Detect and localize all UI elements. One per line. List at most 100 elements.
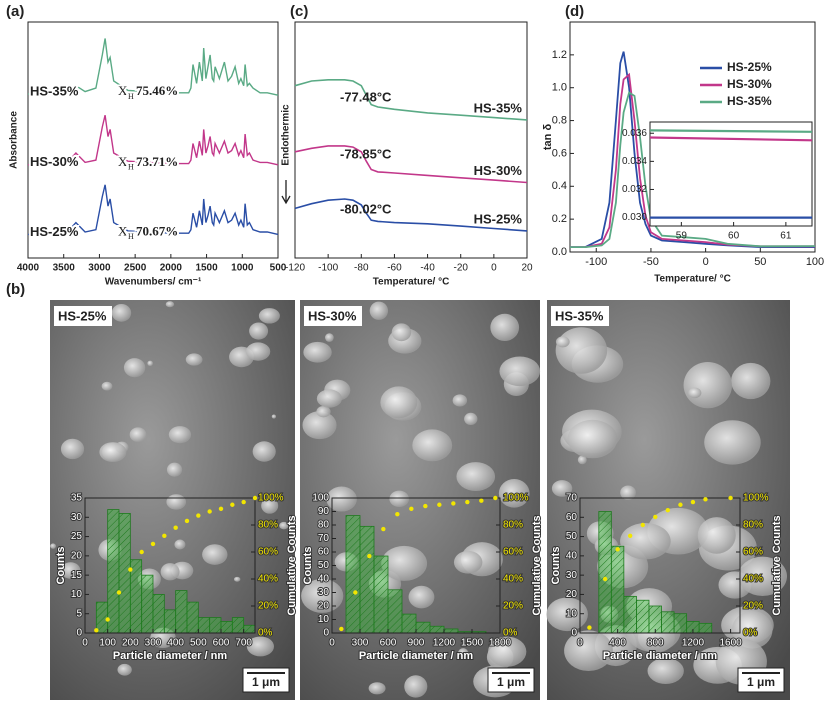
cumulative-point [665,507,671,513]
y-tick-label: 10 [71,589,83,600]
particle [60,562,81,579]
x-tick-label: 700 [235,638,252,649]
cumulative-point [653,514,658,520]
x-tick-label: 50 [754,256,766,268]
bar [209,617,222,634]
annotation: X [118,223,128,238]
bar [636,599,650,634]
cumulative-point [409,506,414,511]
particle [234,576,241,582]
y2-tick-label: 100% [743,493,769,504]
annotation: 70.67% [136,223,178,238]
y-tick-label: 70 [566,493,578,504]
particle [499,356,541,387]
particle [99,442,127,463]
x-tick-label: 61 [780,231,792,242]
particle [555,327,608,374]
x-tick-label: 0 [491,263,497,274]
cumulative-point [339,626,344,632]
bar [141,574,154,634]
bar [359,525,375,634]
particle [160,563,180,581]
x-tick-label: 0 [703,256,709,268]
y-tick-label: 0 [323,628,329,639]
particle [620,485,636,500]
x-tick-label: 3500 [53,263,76,274]
particle [577,455,587,465]
y-tick-label: 10 [318,614,330,625]
y-tick-label: 0.036 [622,128,647,139]
x-tick-label: -40 [420,263,435,274]
cumulative-point [587,625,592,630]
plot-frame [84,497,256,634]
annotation: -80.02°C [340,201,392,216]
bar [95,601,109,634]
cumulative-point [640,522,645,528]
y-tick-label: 1.0 [552,82,567,94]
x-tick-label: 400 [609,638,626,649]
particle [381,545,428,581]
x-tick-label: 900 [408,638,425,649]
x-tick-label: 0 [82,638,88,649]
x-tick-label: 1200 [433,638,456,649]
legend-label: HS-35% [727,94,772,108]
scale-bar-label: 1 μm [747,675,775,689]
y-axis-label: tan δ [542,124,554,151]
bar [163,609,177,634]
y-tick-label: 30 [71,512,83,523]
annotation: H [128,163,134,172]
endo-arrow [281,180,291,205]
cumulative-point [437,502,442,507]
series-line [294,145,528,184]
y2-tick-label: 80% [503,520,523,531]
y-tick-label: 25 [71,531,83,542]
cumulative-point [678,502,683,507]
y-tick-label: 15 [71,570,83,581]
cumulative-point [173,525,178,530]
cumulative-point [703,497,708,502]
series-line [649,136,813,142]
y2-tick-label: 20% [743,601,763,612]
y-tick-label: 0.8 [552,114,567,126]
bar [698,622,713,634]
particle [546,597,588,632]
cumulative-point [252,495,258,501]
y-axis-label: Counts [302,547,314,585]
particle [380,386,418,419]
x-axis-label: Wavenumbers/ cm⁻¹ [105,277,202,288]
bar [661,611,675,634]
x-tick-label: 59 [676,231,688,242]
cumulative-point [184,518,190,524]
particle [261,497,279,514]
x-tick-label: 200 [122,638,139,649]
particle [246,636,274,657]
particle [683,361,733,409]
particle [174,539,186,550]
series-line [649,129,813,133]
particle [688,387,702,399]
cumulative-point [627,533,633,538]
cumulative-point [602,576,608,582]
y-tick-label: 0.0 [552,246,567,258]
bar [186,601,199,634]
particle [129,427,147,442]
particle [456,462,496,491]
particle [620,522,671,560]
particle [303,341,332,363]
cumulative-point [241,499,246,505]
y-tick-label: 70 [318,533,330,544]
y-tick-label: 20 [566,589,578,600]
y-tick-label: 80 [318,520,330,531]
particle [302,411,337,440]
particle [458,648,469,659]
y2-tick-label: 60% [258,547,278,558]
particle [111,304,132,322]
cumulative-point [116,590,122,595]
particle [50,543,56,549]
scale-bar-label: 1 μm [497,675,525,689]
bar [118,513,131,634]
x-tick-label: 800 [647,638,664,649]
y-tick-label: 0.030 [622,212,647,223]
particle [168,426,192,444]
particle [564,630,613,672]
